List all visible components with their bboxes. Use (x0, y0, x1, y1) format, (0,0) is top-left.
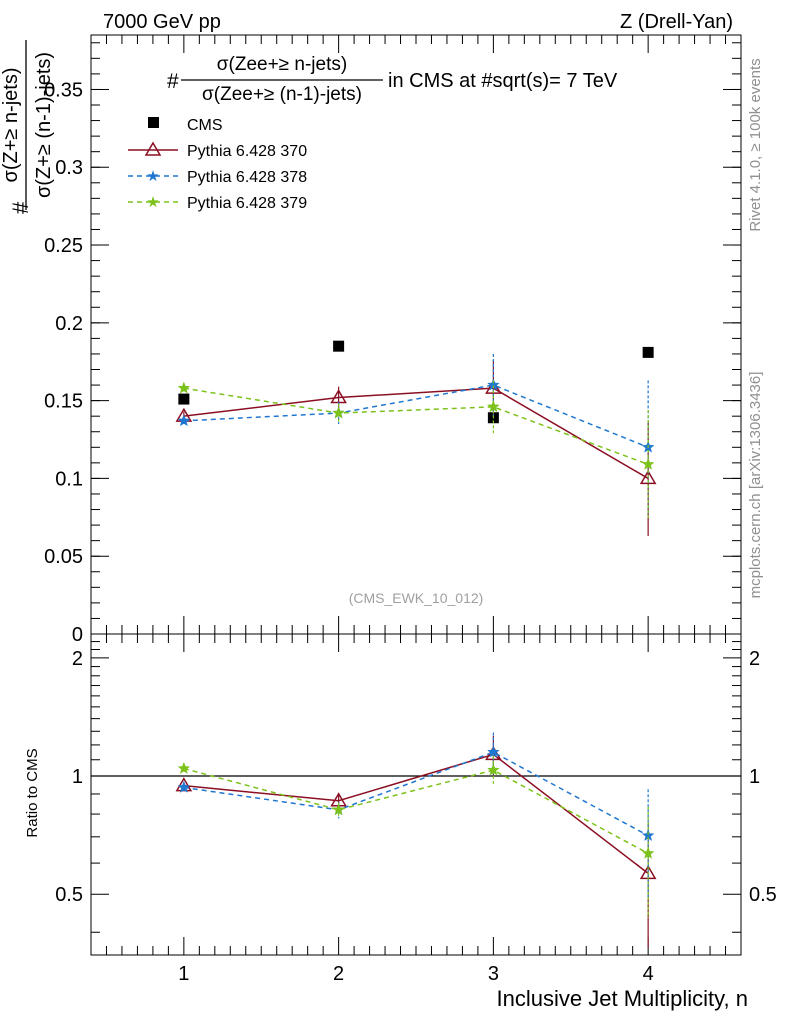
ratio-p379-point (641, 846, 655, 859)
x-axis-label: Inclusive Jet Multiplicity, n (497, 986, 748, 1011)
y-label-denominator: σ(Z+≥ (n-1)-jets) (33, 52, 55, 198)
main-cms-point (333, 340, 345, 352)
legend-cms-marker (148, 117, 159, 128)
legend-p378-marker: ★ (146, 168, 159, 185)
legend-p378-label: Pythia 6.428 378 (187, 169, 307, 186)
main-ytick-label: 0.25 (44, 235, 83, 257)
ratio-p378-point (486, 745, 500, 758)
xtick-label: 4 (643, 963, 654, 985)
ratio-p378-line (183, 751, 649, 837)
axes-layer: 0 0.05 0.1 0.15 0.2 0.25 0.3 0.35 1 2 3 4 0.5 0.5 1 1 2 2 (44, 35, 777, 985)
main-p379-point (177, 381, 191, 394)
main-ytick-label: 0.3 (55, 157, 83, 179)
ratio-ytick-label: 2 (72, 648, 83, 670)
plot-title: # σ(Zee+≥ n-jets) σ(Zee+≥ (n-1)-jets) in… (167, 54, 618, 105)
main-p370-line (183, 387, 649, 480)
ratio-p379-point (332, 803, 346, 816)
ratio-p370-line (183, 753, 649, 874)
legend-p370-label: Pythia 6.428 370 (187, 143, 307, 160)
main-cms-point (178, 393, 190, 405)
legend-cms-label: CMS (187, 117, 223, 134)
analysis-label: (CMS_EWK_10_012) (349, 590, 484, 606)
main-p379-point (332, 406, 346, 419)
legend: CMS Pythia 6.428 370 ★ Pythia 6.428 378 … (128, 117, 307, 212)
main-cms-point (642, 346, 654, 358)
y-axis-label: # σ(Z+≥ n-jets) σ(Z+≥ (n-1)-jets) (0, 40, 55, 214)
ratio-ytick-label: 0.5 (55, 884, 83, 906)
main-p379-point (486, 400, 500, 413)
main-p378-point (177, 414, 191, 427)
ratio-ytick-label: 1 (72, 766, 83, 788)
legend-p379-marker: ★ (146, 194, 159, 211)
source-label: mcplots.cern.ch [arXiv:1306.3436] (747, 372, 764, 599)
main-ytick-label: 0.15 (44, 391, 83, 413)
xtick-label: 1 (178, 963, 189, 985)
ratio-ytick-label-right: 0.5 (749, 884, 777, 906)
title-numerator: σ(Zee+≥ n-jets) (217, 54, 347, 75)
energy-label: 7000 GeV pp (103, 11, 221, 33)
xtick-label: 3 (488, 963, 499, 985)
title-denominator: σ(Zee+≥ (n-1)-jets) (202, 84, 362, 105)
ratio-p379-point (177, 761, 191, 774)
marks-layer (175, 340, 657, 948)
main-ytick-label: 0.05 (44, 546, 83, 568)
main-p379-line (183, 387, 649, 466)
ratio-plot-frame (90, 633, 742, 956)
y-label-numerator: σ(Z+≥ n-jets) (0, 68, 22, 183)
y-label-hash: # (8, 201, 33, 214)
ratio-p379-line (183, 767, 649, 855)
main-ytick-label: 0.35 (44, 79, 83, 101)
legend-p379-label: Pythia 6.428 379 (187, 195, 307, 212)
xtick-label: 2 (333, 963, 344, 985)
process-label: Z (Drell-Yan) (620, 11, 733, 33)
title-suffix: in CMS at #sqrt(s)= 7 TeV (388, 70, 618, 92)
main-p379-point (641, 457, 655, 470)
main-p370-point (639, 469, 657, 485)
ratio-ytick-label-right: 2 (749, 648, 760, 670)
ratio-ytick-label-right: 1 (749, 766, 760, 788)
ratio-y-label: Ratio to CMS (24, 748, 41, 837)
legend-p370-marker (144, 141, 162, 156)
main-ytick-label: 0.1 (55, 468, 83, 490)
main-ytick-label: 0 (72, 624, 83, 646)
main-ytick-label: 0.2 (55, 313, 83, 335)
rivet-version-label: Rivet 4.1.0, ≥ 100k events (747, 58, 764, 231)
title-hash: # (167, 70, 179, 93)
ratio-p378-point (177, 780, 191, 793)
ratio-p379-point (486, 763, 500, 776)
